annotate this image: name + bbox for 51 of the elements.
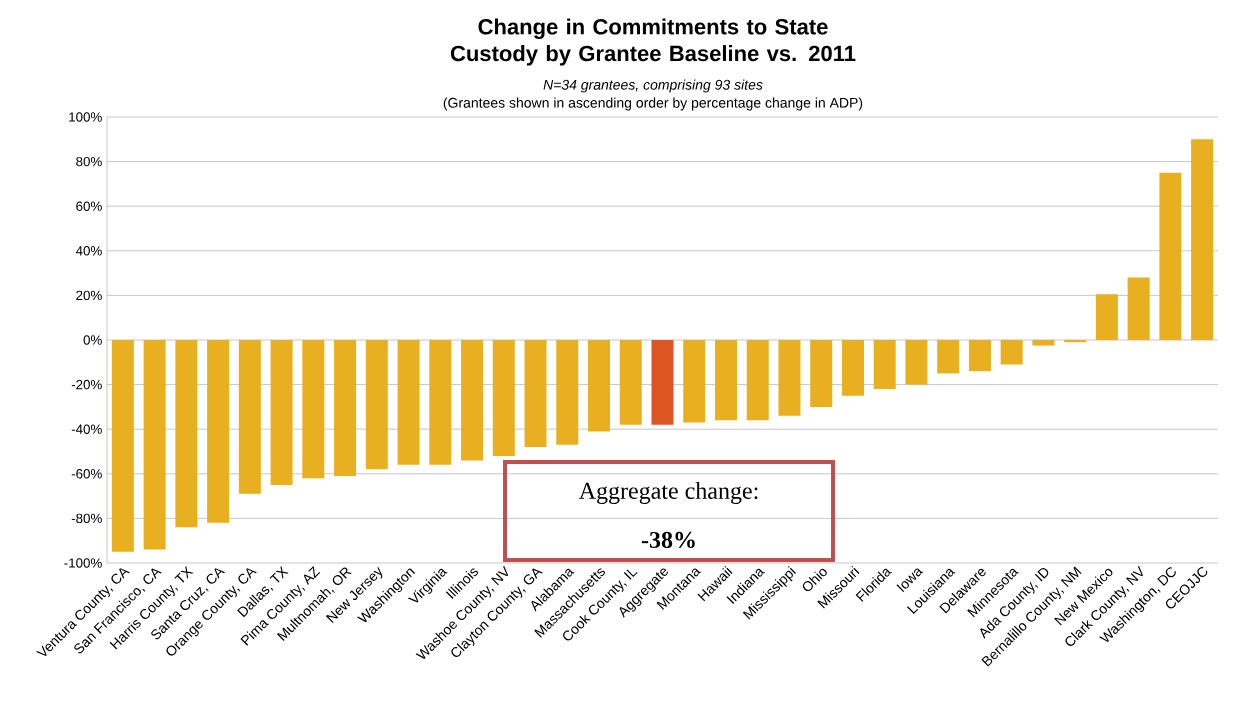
bar [1064,339,1087,343]
annotation: -38% [641,531,695,549]
bar [588,339,611,432]
y-tick-label: 0% [83,335,102,345]
bar [1159,172,1182,340]
bar [175,339,198,528]
bar [651,339,674,425]
y-tick-label: 100% [69,112,102,122]
bar [746,339,769,421]
bar [1191,139,1214,340]
bar [683,339,706,423]
bar [207,339,230,523]
annotation: Aggregate change: [578,482,758,504]
bar [524,339,547,448]
bar [302,339,325,479]
bar [810,339,833,407]
bar [1032,339,1055,346]
bar [1127,277,1150,340]
y-tick-label: 60% [76,201,102,211]
y-tick-label: -100% [64,558,102,568]
bar [334,339,357,477]
bar [461,339,484,461]
bar [778,339,801,416]
bar [111,339,134,552]
bar [238,339,261,494]
bar [429,339,452,465]
bar [143,339,166,550]
bar [619,339,642,425]
y-tick-label: -80% [71,513,102,524]
bar [714,339,737,421]
y-tick-label: 20% [76,290,102,301]
bar [397,339,420,465]
bar [1000,339,1023,365]
y-tick-label: -40% [71,424,102,434]
y-tick-label: 40% [75,246,102,256]
bar [365,339,388,470]
y-tick-label: 80% [76,156,102,167]
bar [841,339,864,396]
bar [937,339,960,374]
chart-title: Change in Commitments to State Custody by Grantee Baseline vs. 2011 [450,18,856,66]
bar [873,339,896,390]
bar [492,339,515,456]
chart-subtitle: N=34 grantees, comprising 93 sites [543,79,763,93]
y-tick-label: -60% [71,469,102,479]
bar [968,339,991,372]
bar [1095,294,1118,340]
bar [270,339,293,485]
bar [905,339,928,385]
y-tick-label: -20% [71,379,102,390]
text: (Grantees shown in ascending order by percentage change in ADP) [443,97,863,111]
bar [556,339,579,445]
